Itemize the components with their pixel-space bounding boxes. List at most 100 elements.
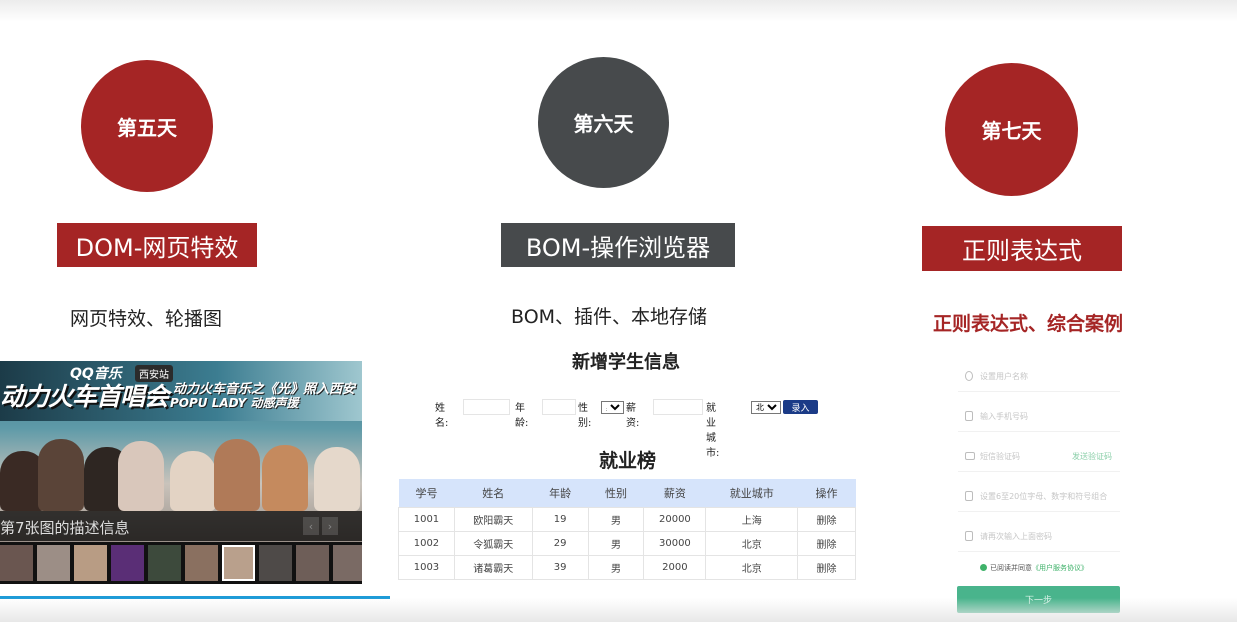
delete-link[interactable]: 删除 xyxy=(797,554,856,580)
salary-label: 薪资: xyxy=(626,403,640,429)
caption-bar: 第7张图的描述信息 ‹ › xyxy=(0,511,362,541)
delete-link[interactable]: 删除 xyxy=(797,530,856,555)
add-student-title: 新增学生信息 xyxy=(572,352,680,373)
phone-field[interactable]: 输入手机号码 xyxy=(958,402,1120,432)
banner-line1: 动力火车音乐之《光》照入西安 xyxy=(173,382,356,397)
cell-age: 39 xyxy=(532,554,589,580)
person-figure xyxy=(262,445,308,511)
submit-button[interactable]: 录入 xyxy=(783,400,818,414)
carousel-thumbnail[interactable] xyxy=(222,545,255,581)
name-input[interactable] xyxy=(463,399,510,415)
person-figure xyxy=(314,447,360,511)
cell-gender: 男 xyxy=(588,506,645,531)
cell-name: 令狐霸天 xyxy=(454,530,533,555)
password-field[interactable]: 设置6至20位字母、数字和符号组合 xyxy=(958,482,1120,512)
ranking-table: 学号 姓名 年龄 性别 薪资 就业城市 操作 1001 欧阳霸天 19 男 20… xyxy=(398,479,856,580)
cell-salary: 2000 xyxy=(643,554,707,580)
cell-city: 上海 xyxy=(705,506,799,531)
cell-salary: 30000 xyxy=(643,530,707,555)
name-label: 姓名: xyxy=(435,403,449,429)
city-select[interactable]: 北京 xyxy=(751,401,781,414)
cell-id: 1003 xyxy=(398,554,455,580)
message-icon xyxy=(965,452,975,460)
carousel-thumbnail[interactable] xyxy=(185,545,218,581)
cell-city: 北京 xyxy=(705,530,799,555)
person-figure xyxy=(38,439,84,511)
day7-label: 第七天 xyxy=(981,119,1042,143)
column-header: 操作 xyxy=(797,479,856,507)
carousel[interactable]: QQ音乐 西安站 动力火车首唱会 动力火车音乐之《光》照入西安 POPU LAD… xyxy=(0,361,362,584)
column-header: 就业城市 xyxy=(705,479,798,507)
table-row: 1002 令狐霸天 29 男 30000 北京 删除 xyxy=(398,530,856,555)
day5-label: 第五天 xyxy=(117,115,177,140)
carousel-thumbnail[interactable] xyxy=(0,545,33,581)
cell-age: 29 xyxy=(532,530,589,555)
cell-salary: 20000 xyxy=(643,506,707,531)
delete-link[interactable]: 删除 xyxy=(797,506,856,531)
carousel-thumbnail[interactable] xyxy=(148,545,181,581)
day5-circle: 第五天 xyxy=(81,60,213,192)
day7-topic: 正则表达式 xyxy=(922,226,1122,271)
agree-label: 已阅读并同意 xyxy=(990,564,1032,572)
carousel-thumbnail[interactable] xyxy=(259,545,292,581)
salary-input[interactable] xyxy=(653,399,703,415)
confirm-placeholder: 请再次输入上面密码 xyxy=(980,532,1052,541)
cell-city: 北京 xyxy=(705,554,799,580)
person-figure xyxy=(214,439,260,511)
day5-desc: 网页特效、轮播图 xyxy=(70,308,223,330)
age-label: 年龄: xyxy=(515,403,529,429)
day5-topic: DOM-网页特效 xyxy=(57,223,257,267)
cell-id: 1002 xyxy=(398,530,455,555)
city-label: 就业城市: xyxy=(706,403,720,459)
banner-title: 动力火车首唱会 xyxy=(0,382,169,411)
carousel-thumbnail[interactable] xyxy=(74,545,107,581)
carousel-photo xyxy=(0,431,362,511)
send-code-link[interactable]: 发送验证码 xyxy=(1072,452,1112,461)
next-arrow-icon[interactable]: › xyxy=(322,517,338,535)
cell-age: 19 xyxy=(532,506,589,531)
agree-checkbox[interactable] xyxy=(980,564,987,571)
person-figure xyxy=(118,441,164,511)
cell-name: 欧阳霸天 xyxy=(454,506,533,531)
column-header: 姓名 xyxy=(454,479,533,507)
thumbnail-strip xyxy=(0,542,362,584)
gender-label: 性别: xyxy=(578,403,592,429)
lock-icon xyxy=(965,491,973,501)
day7-desc: 正则表达式、综合案例 xyxy=(933,313,1124,335)
confirm-password-field[interactable]: 请再次输入上面密码 xyxy=(958,522,1120,552)
username-field[interactable]: 设置用户名称 xyxy=(958,362,1120,392)
day6-circle: 第六天 xyxy=(538,57,669,188)
carousel-thumbnail[interactable] xyxy=(37,545,70,581)
day6-label: 第六天 xyxy=(573,112,634,136)
code-field[interactable]: 短信验证码 发送验证码 xyxy=(958,442,1120,472)
lock-icon xyxy=(965,531,973,541)
phone-placeholder: 输入手机号码 xyxy=(980,412,1028,421)
cell-gender: 男 xyxy=(588,554,645,580)
top-shade xyxy=(0,0,1237,22)
gender-select[interactable]: 男 xyxy=(601,401,624,414)
carousel-thumbnail[interactable] xyxy=(111,545,144,581)
column-header: 年龄 xyxy=(532,479,589,507)
progress-bar xyxy=(0,596,390,599)
prev-arrow-icon[interactable]: ‹ xyxy=(303,517,319,535)
carousel-thumbnail[interactable] xyxy=(333,545,362,581)
banner-line2: POPU LADY 动感声援 xyxy=(170,396,299,410)
username-placeholder: 设置用户名称 xyxy=(980,372,1028,381)
agreement-link[interactable]: 《用户服务协议》 xyxy=(1032,564,1088,572)
bottom-shade xyxy=(0,598,1237,622)
age-input[interactable] xyxy=(542,399,576,415)
banner-header: QQ音乐 西安站 动力火车首唱会 动力火车音乐之《光》照入西安 POPU LAD… xyxy=(0,361,362,421)
column-header: 薪资 xyxy=(643,479,706,507)
table-header-row: 学号 姓名 年龄 性别 薪资 就业城市 操作 xyxy=(398,479,856,507)
qq-music-logo: QQ音乐 xyxy=(70,366,122,382)
carousel-thumbnail[interactable] xyxy=(296,545,329,581)
person-figure xyxy=(170,451,216,511)
code-placeholder: 短信验证码 xyxy=(980,452,1020,461)
cell-id: 1001 xyxy=(398,506,455,531)
caption-text: 第7张图的描述信息 xyxy=(0,519,130,537)
day7-circle: 第七天 xyxy=(945,63,1078,196)
table-row: 1003 诸葛霸天 39 男 2000 北京 删除 xyxy=(398,554,856,580)
table-row: 1001 欧阳霸天 19 男 20000 上海 删除 xyxy=(398,506,856,531)
ranking-title: 就业榜 xyxy=(599,450,657,472)
column-header: 性别 xyxy=(588,479,644,507)
